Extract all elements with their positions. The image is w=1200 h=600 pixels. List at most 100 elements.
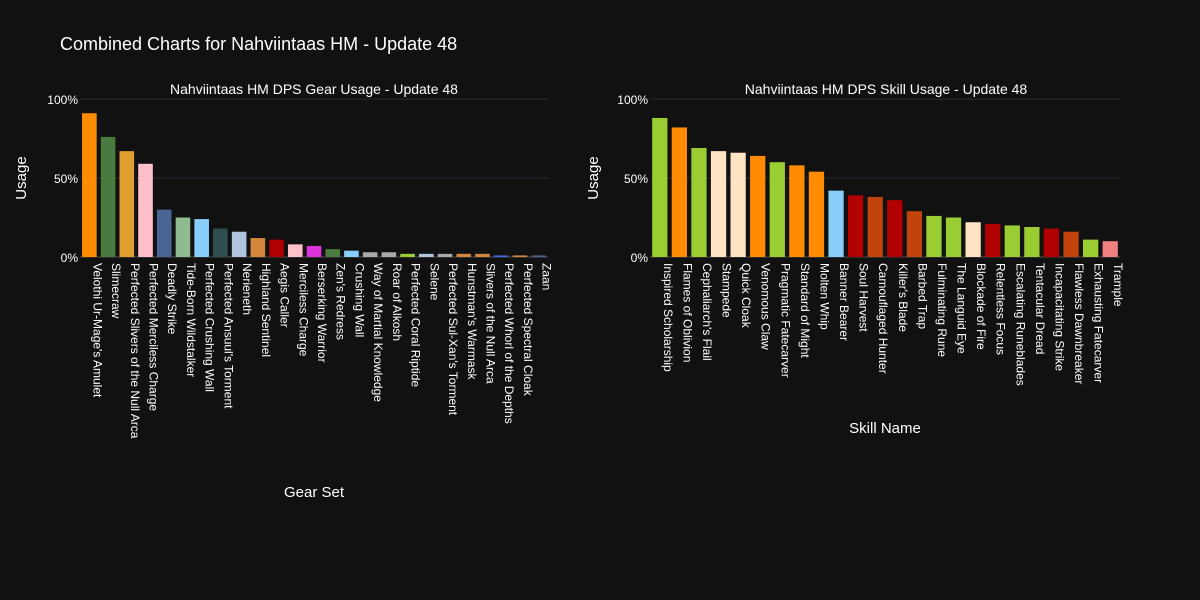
x-tick-label: Crushing Wall <box>352 263 366 337</box>
bar[interactable] <box>287 244 303 257</box>
x-axis-label: Skill Name <box>849 420 921 437</box>
x-tick-label: Molten Whip <box>817 263 831 330</box>
x-tick-label: Camouflaged Hunter <box>876 263 890 374</box>
bar[interactable] <box>867 196 883 257</box>
bar[interactable] <box>730 152 746 257</box>
x-tick-label: Berserking Warrior <box>315 263 329 363</box>
bar[interactable] <box>362 252 378 257</box>
bar[interactable] <box>710 151 727 257</box>
y-tick-label: 0% <box>61 251 79 265</box>
x-tick-label: Perfected Ansuul's Torment <box>221 263 235 409</box>
x-tick-label: Deadly Strike <box>165 263 179 335</box>
bar[interactable] <box>652 117 668 258</box>
bar[interactable] <box>1004 225 1020 257</box>
x-tick-label: Exhausting Fatecarver <box>1092 263 1106 383</box>
bar[interactable] <box>671 127 688 257</box>
bar[interactable] <box>828 190 844 257</box>
chart-title: Nahviintaas HM DPS Skill Usage - Update … <box>745 81 1028 97</box>
bar[interactable] <box>887 200 903 257</box>
bar[interactable] <box>138 163 153 257</box>
y-tick-label: 100% <box>47 93 78 107</box>
bar[interactable] <box>119 151 135 257</box>
bar[interactable] <box>475 253 490 257</box>
x-tick-label: Killer's Blade <box>896 263 910 332</box>
bar[interactable] <box>847 195 864 257</box>
bar[interactable] <box>344 250 359 257</box>
x-tick-label: The Languid Eye <box>955 263 969 354</box>
bar[interactable] <box>419 253 434 257</box>
bar[interactable] <box>325 249 341 257</box>
x-tick-label: Zen's Redress <box>334 263 348 340</box>
x-tick-label: Perfected Spectral Cloak <box>521 263 535 397</box>
x-tick-label: Relentless Focus <box>994 263 1008 355</box>
bar[interactable] <box>965 222 981 257</box>
x-tick-label: Velothi Ur-Mage's Amulet <box>90 263 104 398</box>
x-tick-label: Highland Sentinel <box>259 263 273 357</box>
x-tick-label: Slivers of the Null Arca <box>483 263 497 384</box>
bar[interactable] <box>926 215 942 257</box>
x-tick-label: Zaan <box>540 263 554 290</box>
bar[interactable] <box>100 136 116 257</box>
y-axis-label: Usage <box>13 156 30 199</box>
bar[interactable] <box>456 253 472 257</box>
x-tick-label: Stampede <box>720 263 734 318</box>
x-tick-label: Banner Bearer <box>837 263 851 341</box>
x-tick-label: Blockade of Fire <box>974 263 988 350</box>
x-tick-label: Incapacitating Strike <box>1052 263 1066 371</box>
x-tick-label: Perfected Slivers of the Null Arca <box>128 263 142 439</box>
page-title: Combined Charts for Nahviintaas HM - Upd… <box>60 34 457 54</box>
y-axis-label: Usage <box>585 156 602 199</box>
x-tick-label: Flames of Oblivion <box>680 263 694 362</box>
bar[interactable] <box>400 253 415 257</box>
gear-usage-chart: Nahviintaas HM DPS Gear Usage - Update 4… <box>13 81 554 501</box>
bar[interactable] <box>512 255 528 257</box>
x-tick-label: Tentacular Dread <box>1033 263 1047 354</box>
bar[interactable] <box>493 255 509 257</box>
bar[interactable] <box>1024 226 1040 257</box>
x-tick-label: Fulminating Rune <box>935 263 949 357</box>
bar[interactable] <box>437 253 453 257</box>
bar[interactable] <box>789 165 805 257</box>
bar[interactable] <box>1063 231 1079 257</box>
x-tick-label: Standard of Might <box>798 263 812 358</box>
x-tick-label: Perfected Merciless Charge <box>147 263 161 411</box>
bar[interactable] <box>213 228 228 257</box>
bar[interactable] <box>231 231 247 257</box>
x-tick-label: Nerieneth <box>240 263 254 315</box>
bar[interactable] <box>269 239 284 257</box>
x-tick-label: Perfected Sul-Xan's Torment <box>446 263 460 416</box>
x-tick-label: Trample <box>1111 263 1125 307</box>
skill-usage-chart: Nahviintaas HM DPS Skill Usage - Update … <box>585 81 1125 437</box>
x-tick-label: Perfected Crushing Wall <box>203 263 217 392</box>
bar[interactable] <box>306 245 322 257</box>
bar[interactable] <box>82 113 97 257</box>
x-tick-label: Flawless Dawnbreaker <box>1072 263 1086 384</box>
x-tick-label: Venomous Claw <box>759 263 773 350</box>
bar[interactable] <box>381 252 397 257</box>
bar[interactable] <box>1043 228 1060 257</box>
x-tick-label: Merciless Charge <box>296 263 310 357</box>
bar[interactable] <box>1082 239 1099 257</box>
x-tick-label: Perfected Coral Riptide <box>409 263 423 387</box>
bar[interactable] <box>156 209 172 257</box>
bar[interactable] <box>531 255 546 257</box>
x-axis-label: Gear Set <box>284 484 345 501</box>
x-tick-label: Quick Cloak <box>739 263 753 329</box>
bar[interactable] <box>250 238 266 257</box>
bar[interactable] <box>691 147 707 257</box>
bar[interactable] <box>808 171 825 257</box>
bar[interactable] <box>906 211 923 257</box>
bar[interactable] <box>1102 241 1118 257</box>
x-tick-label: Hunstman's Warmask <box>465 263 479 381</box>
bar[interactable] <box>985 223 1001 257</box>
x-tick-label: Tide-Born Wildstalker <box>184 263 198 377</box>
bar[interactable] <box>750 155 766 257</box>
bar[interactable] <box>175 217 191 258</box>
y-tick-label: 100% <box>617 93 648 107</box>
y-tick-label: 50% <box>624 172 648 186</box>
x-tick-label: Perfected Whorl of the Depths <box>502 263 516 424</box>
bar[interactable] <box>194 219 209 257</box>
y-tick-label: 50% <box>54 172 78 186</box>
bar[interactable] <box>769 162 785 257</box>
bar[interactable] <box>945 217 962 258</box>
